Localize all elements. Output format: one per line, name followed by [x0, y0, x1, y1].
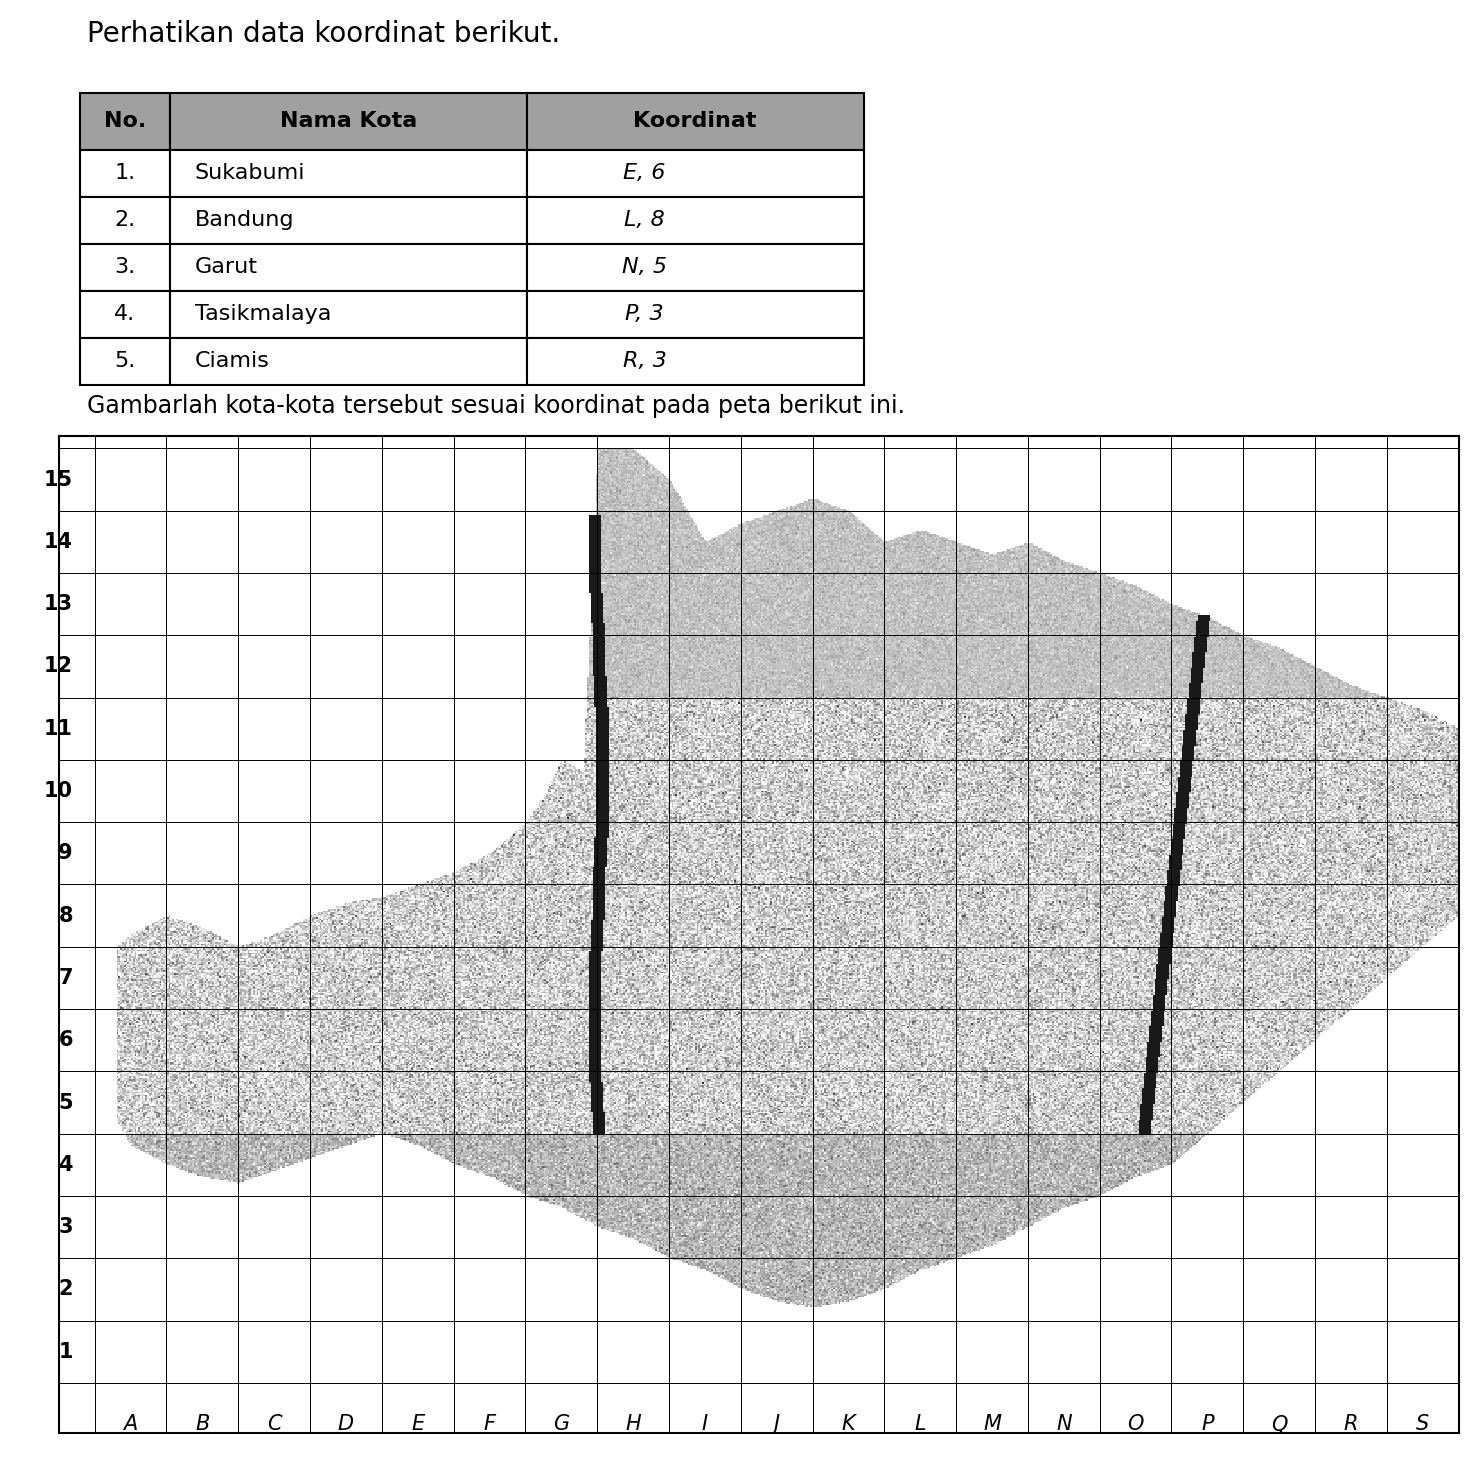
Text: 10: 10: [44, 781, 73, 801]
Text: J: J: [774, 1413, 780, 1434]
Bar: [170, 291, 526, 338]
Text: Tasikmalaya: Tasikmalaya: [195, 304, 331, 323]
Text: Perhatikan data koordinat berikut.: Perhatikan data koordinat berikut.: [86, 21, 560, 49]
Text: H: H: [625, 1413, 641, 1434]
Text: Ciamis: Ciamis: [195, 352, 270, 371]
Text: 7: 7: [59, 967, 73, 988]
Text: G: G: [553, 1413, 569, 1434]
Text: 5.: 5.: [114, 352, 135, 371]
Bar: [526, 93, 863, 149]
Text: R, 3: R, 3: [623, 352, 667, 371]
Text: Q: Q: [1271, 1413, 1287, 1434]
Text: 4.: 4.: [114, 304, 135, 323]
Text: 13: 13: [44, 594, 73, 614]
Text: P: P: [1201, 1413, 1214, 1434]
Text: Nama Kota: Nama Kota: [280, 111, 416, 131]
Bar: [79, 338, 170, 384]
Text: 5: 5: [59, 1093, 73, 1112]
Text: O: O: [1127, 1413, 1143, 1434]
Text: 12: 12: [44, 656, 73, 676]
Text: 3: 3: [59, 1217, 73, 1238]
Bar: [170, 244, 526, 291]
Text: L, 8: L, 8: [625, 210, 666, 230]
Text: M: M: [984, 1413, 1001, 1434]
Bar: [79, 93, 170, 149]
Bar: [526, 291, 863, 338]
Text: Bandung: Bandung: [195, 210, 295, 230]
Text: E, 6: E, 6: [623, 162, 666, 183]
Bar: [79, 149, 170, 196]
Text: 15: 15: [44, 470, 73, 489]
Text: 11: 11: [44, 719, 73, 738]
Bar: [526, 149, 863, 196]
Text: P, 3: P, 3: [625, 304, 664, 323]
Text: 1.: 1.: [114, 162, 135, 183]
Text: D: D: [337, 1413, 353, 1434]
Bar: [170, 196, 526, 244]
Bar: [79, 291, 170, 338]
Text: Gambarlah kota-kota tersebut sesuai koordinat pada peta berikut ini.: Gambarlah kota-kota tersebut sesuai koor…: [86, 394, 905, 418]
Text: L: L: [915, 1413, 927, 1434]
Text: 2: 2: [59, 1279, 73, 1300]
Text: 4: 4: [59, 1155, 73, 1174]
Text: 14: 14: [44, 532, 73, 552]
Text: 6: 6: [59, 1031, 73, 1050]
Text: C: C: [267, 1413, 281, 1434]
Text: I: I: [702, 1413, 708, 1434]
Text: K: K: [841, 1413, 855, 1434]
Bar: [79, 244, 170, 291]
Text: N, 5: N, 5: [622, 257, 667, 278]
Text: Garut: Garut: [195, 257, 258, 278]
Text: Koordinat: Koordinat: [633, 111, 756, 131]
Text: R: R: [1344, 1413, 1358, 1434]
Text: B: B: [195, 1413, 210, 1434]
Text: 2.: 2.: [114, 210, 135, 230]
Bar: [526, 338, 863, 384]
Bar: [170, 149, 526, 196]
Bar: [526, 244, 863, 291]
Text: 8: 8: [59, 905, 73, 926]
Text: 3.: 3.: [114, 257, 135, 278]
Text: No.: No.: [104, 111, 145, 131]
Text: 1: 1: [59, 1341, 73, 1362]
Bar: [526, 196, 863, 244]
Text: S: S: [1416, 1413, 1429, 1434]
Text: N: N: [1056, 1413, 1072, 1434]
Bar: [170, 338, 526, 384]
Text: 9: 9: [59, 843, 73, 864]
Text: F: F: [484, 1413, 496, 1434]
Bar: [170, 93, 526, 149]
Text: Sukabumi: Sukabumi: [195, 162, 305, 183]
Bar: [79, 196, 170, 244]
Text: A: A: [123, 1413, 138, 1434]
Text: E: E: [410, 1413, 424, 1434]
